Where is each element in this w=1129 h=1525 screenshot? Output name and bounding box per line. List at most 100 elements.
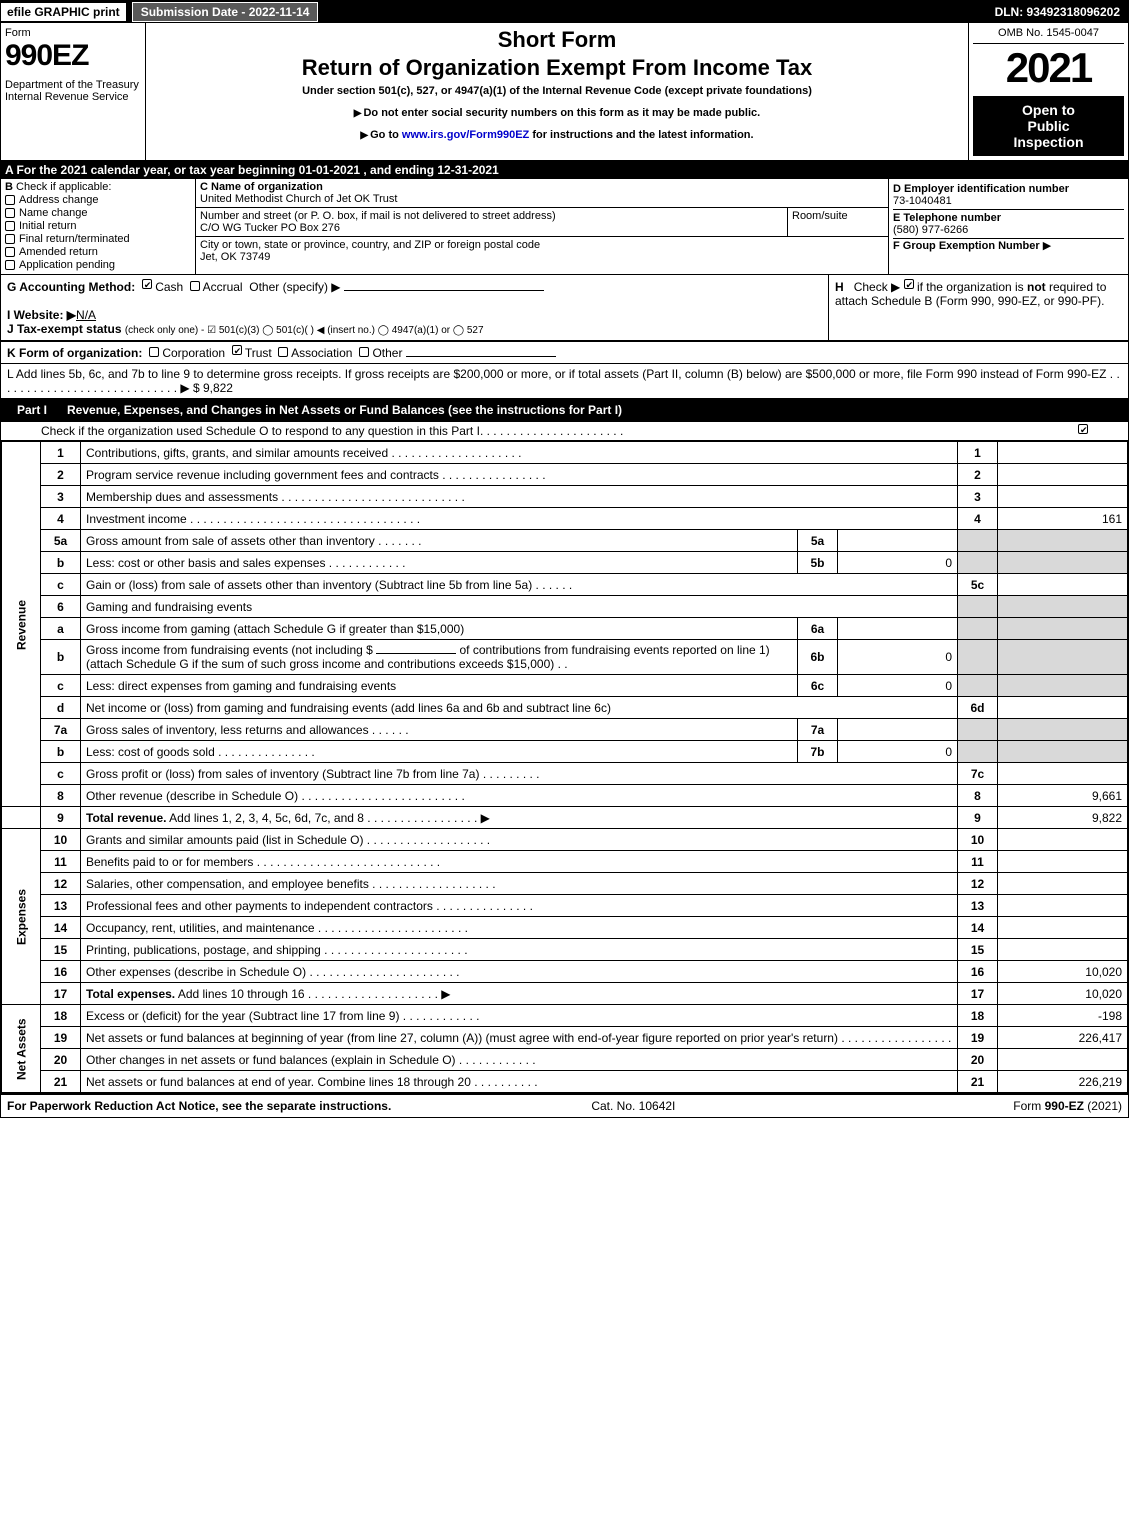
check-o-text: Check if the organization used Schedule … bbox=[41, 424, 480, 438]
line-6a-text: Gross income from gaming (attach Schedul… bbox=[81, 618, 798, 640]
cash-checkbox[interactable] bbox=[142, 279, 152, 289]
form-990ez-page: efile GRAPHIC print Submission Date - 20… bbox=[0, 0, 1129, 1118]
section-a-tax-year: A For the 2021 calendar year, or tax yea… bbox=[1, 161, 1128, 179]
other-org-label: Other bbox=[372, 346, 402, 360]
line-20-num: 20 bbox=[41, 1049, 81, 1071]
irs-link[interactable]: www.irs.gov/Form990EZ bbox=[402, 129, 529, 141]
section-g: G Accounting Method: Cash Accrual Other … bbox=[1, 275, 828, 340]
main-title: Return of Organization Exempt From Incom… bbox=[154, 55, 960, 81]
line-9-num: 9 bbox=[41, 807, 81, 829]
line-7a-midval bbox=[838, 719, 958, 741]
line-6b-midval: 0 bbox=[838, 640, 958, 675]
assoc-checkbox[interactable] bbox=[278, 347, 288, 357]
accrual-checkbox[interactable] bbox=[190, 281, 200, 291]
i-website-label: I Website: ▶ bbox=[7, 308, 76, 322]
line-13-rnum: 13 bbox=[958, 895, 998, 917]
line-12-rnum: 12 bbox=[958, 873, 998, 895]
header-left: Form 990EZ Department of the TreasuryInt… bbox=[1, 23, 146, 160]
line-6b-rshade bbox=[958, 640, 998, 675]
amended-return-checkbox[interactable] bbox=[5, 247, 15, 257]
efile-print-label[interactable]: efile GRAPHIC print bbox=[1, 3, 128, 21]
other-org-input[interactable] bbox=[406, 356, 556, 357]
expenses-side-label: Expenses bbox=[2, 829, 41, 1005]
department-label: Department of the TreasuryInternal Reven… bbox=[5, 79, 141, 103]
section-l: L Add lines 5b, 6c, and 7b to line 9 to … bbox=[1, 363, 1128, 398]
line-19-value: 226,417 bbox=[998, 1027, 1128, 1049]
line-11-rnum: 11 bbox=[958, 851, 998, 873]
line-14-text: Occupancy, rent, utilities, and maintena… bbox=[81, 917, 958, 939]
name-change-checkbox[interactable] bbox=[5, 208, 15, 218]
omb-number: OMB No. 1545-0047 bbox=[973, 27, 1124, 44]
l-amount: $ 9,822 bbox=[193, 381, 233, 395]
line-12-text: Salaries, other compensation, and employ… bbox=[81, 873, 958, 895]
corp-checkbox[interactable] bbox=[149, 347, 159, 357]
line-6c-rshade bbox=[958, 675, 998, 697]
e-phone-label: E Telephone number bbox=[893, 212, 1001, 224]
line-6b-vshade bbox=[998, 640, 1128, 675]
line-13-num: 13 bbox=[41, 895, 81, 917]
l-text: L Add lines 5b, 6c, and 7b to line 9 to … bbox=[7, 367, 1106, 381]
line-6c-text: Less: direct expenses from gaming and fu… bbox=[81, 675, 798, 697]
part-i-table: Revenue 1 Contributions, gifts, grants, … bbox=[1, 441, 1128, 1093]
line-7b-vshade bbox=[998, 741, 1128, 763]
line-12-value bbox=[998, 873, 1128, 895]
form-number: 990EZ bbox=[5, 39, 141, 73]
line-10-value bbox=[998, 829, 1128, 851]
amended-return-label: Amended return bbox=[19, 246, 98, 258]
sections-d-e-f: D Employer identification number 73-1040… bbox=[888, 179, 1128, 274]
trust-checkbox[interactable] bbox=[232, 345, 242, 355]
line-11-value bbox=[998, 851, 1128, 873]
phone-value: (580) 977-6266 bbox=[893, 224, 968, 236]
revenue-side-label: Revenue bbox=[2, 442, 41, 807]
final-return-checkbox[interactable] bbox=[5, 234, 15, 244]
line-4-num: 4 bbox=[41, 508, 81, 530]
line-5a-rshade bbox=[958, 530, 998, 552]
line-16-num: 16 bbox=[41, 961, 81, 983]
line-10-rnum: 10 bbox=[958, 829, 998, 851]
line-6-text: Gaming and fundraising events bbox=[81, 596, 958, 618]
line-6b-num: b bbox=[41, 640, 81, 675]
footer-left: For Paperwork Reduction Act Notice, see … bbox=[7, 1099, 391, 1113]
line-6a-rshade bbox=[958, 618, 998, 640]
schedule-b-checkbox[interactable] bbox=[904, 279, 914, 289]
line-9-value: 9,822 bbox=[998, 807, 1128, 829]
line-6c-num: c bbox=[41, 675, 81, 697]
line-5c-text: Gain or (loss) from sale of assets other… bbox=[81, 574, 958, 596]
application-pending-checkbox[interactable] bbox=[5, 260, 15, 270]
line-6c-mid: 6c bbox=[798, 675, 838, 697]
line-3-rnum: 3 bbox=[958, 486, 998, 508]
c-name-label: C Name of organization bbox=[200, 181, 323, 193]
initial-return-checkbox[interactable] bbox=[5, 221, 15, 231]
schedule-o-checkbox[interactable] bbox=[1078, 424, 1088, 434]
line-18-rnum: 18 bbox=[958, 1005, 998, 1027]
line-13-value bbox=[998, 895, 1128, 917]
line-16-value: 10,020 bbox=[998, 961, 1128, 983]
line-5b-rshade bbox=[958, 552, 998, 574]
h-label: H bbox=[835, 280, 844, 294]
dln-label: DLN: 93492318096202 bbox=[987, 3, 1128, 21]
line-21-num: 21 bbox=[41, 1071, 81, 1093]
ssn-warning: Do not enter social security numbers on … bbox=[154, 107, 960, 119]
room-suite-label: Room/suite bbox=[792, 210, 848, 222]
address-change-checkbox[interactable] bbox=[5, 195, 15, 205]
netassets-side-label: Net Assets bbox=[2, 1005, 41, 1093]
footer-mid: Cat. No. 10642I bbox=[591, 1099, 675, 1113]
website-value: N/A bbox=[76, 308, 96, 322]
other-org-checkbox[interactable] bbox=[359, 347, 369, 357]
line-5b-midval: 0 bbox=[838, 552, 958, 574]
line-6d-num: d bbox=[41, 697, 81, 719]
b-label: B bbox=[5, 181, 13, 193]
street-label: Number and street (or P. O. box, if mail… bbox=[200, 210, 556, 222]
line-15-num: 15 bbox=[41, 939, 81, 961]
line-18-value: -198 bbox=[998, 1005, 1128, 1027]
line-7c-rnum: 7c bbox=[958, 763, 998, 785]
part-i-check-o: Check if the organization used Schedule … bbox=[1, 422, 1128, 441]
initial-return-label: Initial return bbox=[19, 220, 76, 232]
line-7c-text: Gross profit or (loss) from sales of inv… bbox=[81, 763, 958, 785]
other-specify-input[interactable] bbox=[344, 290, 544, 291]
line-4-value: 161 bbox=[998, 508, 1128, 530]
line-7a-num: 7a bbox=[41, 719, 81, 741]
form-word: Form bbox=[5, 27, 141, 39]
k-label: K Form of organization: bbox=[7, 346, 142, 360]
goto-link[interactable]: Go to www.irs.gov/Form990EZ for instruct… bbox=[154, 129, 960, 141]
